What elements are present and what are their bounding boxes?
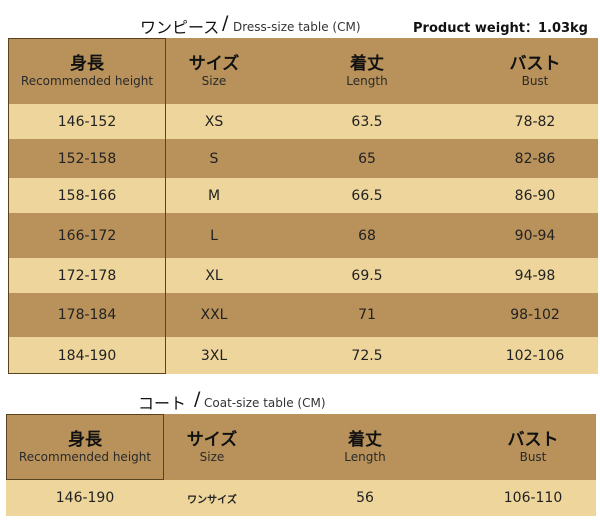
cell-bust: 82-86 xyxy=(514,150,556,167)
header-length-jp: 着丈 xyxy=(348,429,382,450)
coat-title-jp: コート xyxy=(138,394,187,413)
dress-size-table: 身長 Recommended height サイズ Size 着丈 Length… xyxy=(8,38,598,374)
table-row: 158-166 M 66.5 86-90 xyxy=(8,178,598,213)
table-row: 146-190 ワンサイズ 56 106-110 xyxy=(6,480,596,516)
header-height: 身長 Recommended height xyxy=(8,38,166,104)
header-bust-jp: バスト xyxy=(509,53,561,74)
header-height-jp: 身長 xyxy=(70,53,104,74)
header-size-en: Size xyxy=(201,73,227,88)
header-size-jp: サイズ xyxy=(186,429,238,450)
dress-title-slash: / xyxy=(222,12,229,34)
cell-bust: 106-110 xyxy=(503,490,563,506)
cell-height: 184-190 xyxy=(57,347,117,364)
header-length: 着丈 Length xyxy=(260,414,470,480)
header-height-en: Recommended height xyxy=(20,73,154,88)
cell-size: XS xyxy=(204,113,224,130)
cell-length: 68 xyxy=(358,227,376,244)
coat-title-en: Coat-size table (CM) xyxy=(204,396,326,410)
coat-size-table: 身長 Recommended height サイズ Size 着丈 Length… xyxy=(6,414,596,516)
header-bust-en: Bust xyxy=(521,73,549,88)
cell-bust: 86-90 xyxy=(514,187,556,204)
header-height-jp: 身長 xyxy=(68,429,102,450)
cell-size: S xyxy=(209,150,219,167)
header-bust-jp: バスト xyxy=(507,429,559,450)
header-size: サイズ Size xyxy=(166,38,262,104)
cell-size: ワンサイズ xyxy=(187,494,237,506)
dress-title-en: Dress-size table (CM) xyxy=(233,20,361,34)
cell-height: 166-172 xyxy=(57,227,117,244)
coat-header-row: 身長 Recommended height サイズ Size 着丈 Length… xyxy=(6,414,596,480)
cell-bust: 102-106 xyxy=(505,347,565,364)
dress-title-row: ワンピース / Dress-size table (CM) Product we… xyxy=(0,12,600,37)
header-length-en: Length xyxy=(346,73,388,88)
header-bust: バスト Bust xyxy=(472,38,598,104)
cell-height: 146-190 xyxy=(55,490,115,506)
table-row: 146-152 XS 63.5 78-82 xyxy=(8,104,598,139)
cell-bust: 94-98 xyxy=(514,267,556,284)
product-weight: Product weight：1.03kg xyxy=(413,21,588,36)
header-bust: バスト Bust xyxy=(470,414,596,480)
header-size-en: Size xyxy=(199,449,225,464)
cell-height: 172-178 xyxy=(57,267,117,284)
header-length-jp: 着丈 xyxy=(350,53,384,74)
dress-header-row: 身長 Recommended height サイズ Size 着丈 Length… xyxy=(8,38,598,104)
table-row: 166-172 L 68 90-94 xyxy=(8,213,598,258)
table-row: 184-190 3XL 72.5 102-106 xyxy=(8,337,598,374)
cell-size: 3XL xyxy=(200,347,228,364)
table-row: 172-178 XL 69.5 94-98 xyxy=(8,258,598,293)
header-length-en: Length xyxy=(344,449,386,464)
cell-size: XL xyxy=(205,267,223,284)
table-row: 152-158 S 65 82-86 xyxy=(8,139,598,178)
header-height: 身長 Recommended height xyxy=(6,414,164,480)
cell-bust: 78-82 xyxy=(514,113,556,130)
header-size-jp: サイズ xyxy=(188,53,240,74)
cell-length: 72.5 xyxy=(351,347,383,364)
cell-length: 63.5 xyxy=(351,113,383,130)
cell-length: 65 xyxy=(358,150,376,167)
cell-length: 69.5 xyxy=(351,267,383,284)
dress-title-jp: ワンピース xyxy=(140,18,220,37)
cell-bust: 90-94 xyxy=(514,227,556,244)
cell-size: L xyxy=(210,227,218,244)
cell-height: 178-184 xyxy=(57,307,117,323)
cell-length: 56 xyxy=(356,490,374,506)
cell-size: M xyxy=(207,187,221,204)
coat-title-row: コート / Coat-size table (CM) xyxy=(0,388,600,413)
header-length: 着丈 Length xyxy=(262,38,472,104)
cell-height: 146-152 xyxy=(57,113,117,130)
cell-size: XXL xyxy=(200,307,228,323)
cell-length: 71 xyxy=(358,307,376,323)
header-height-en: Recommended height xyxy=(18,449,152,464)
table-row: 178-184 XXL 71 98-102 xyxy=(8,293,598,337)
cell-length: 66.5 xyxy=(351,187,383,204)
header-size: サイズ Size xyxy=(164,414,260,480)
cell-height: 158-166 xyxy=(57,187,117,204)
coat-title-slash: / xyxy=(194,388,201,410)
cell-height: 152-158 xyxy=(57,150,117,167)
cell-bust: 98-102 xyxy=(510,307,560,323)
header-bust-en: Bust xyxy=(519,449,547,464)
